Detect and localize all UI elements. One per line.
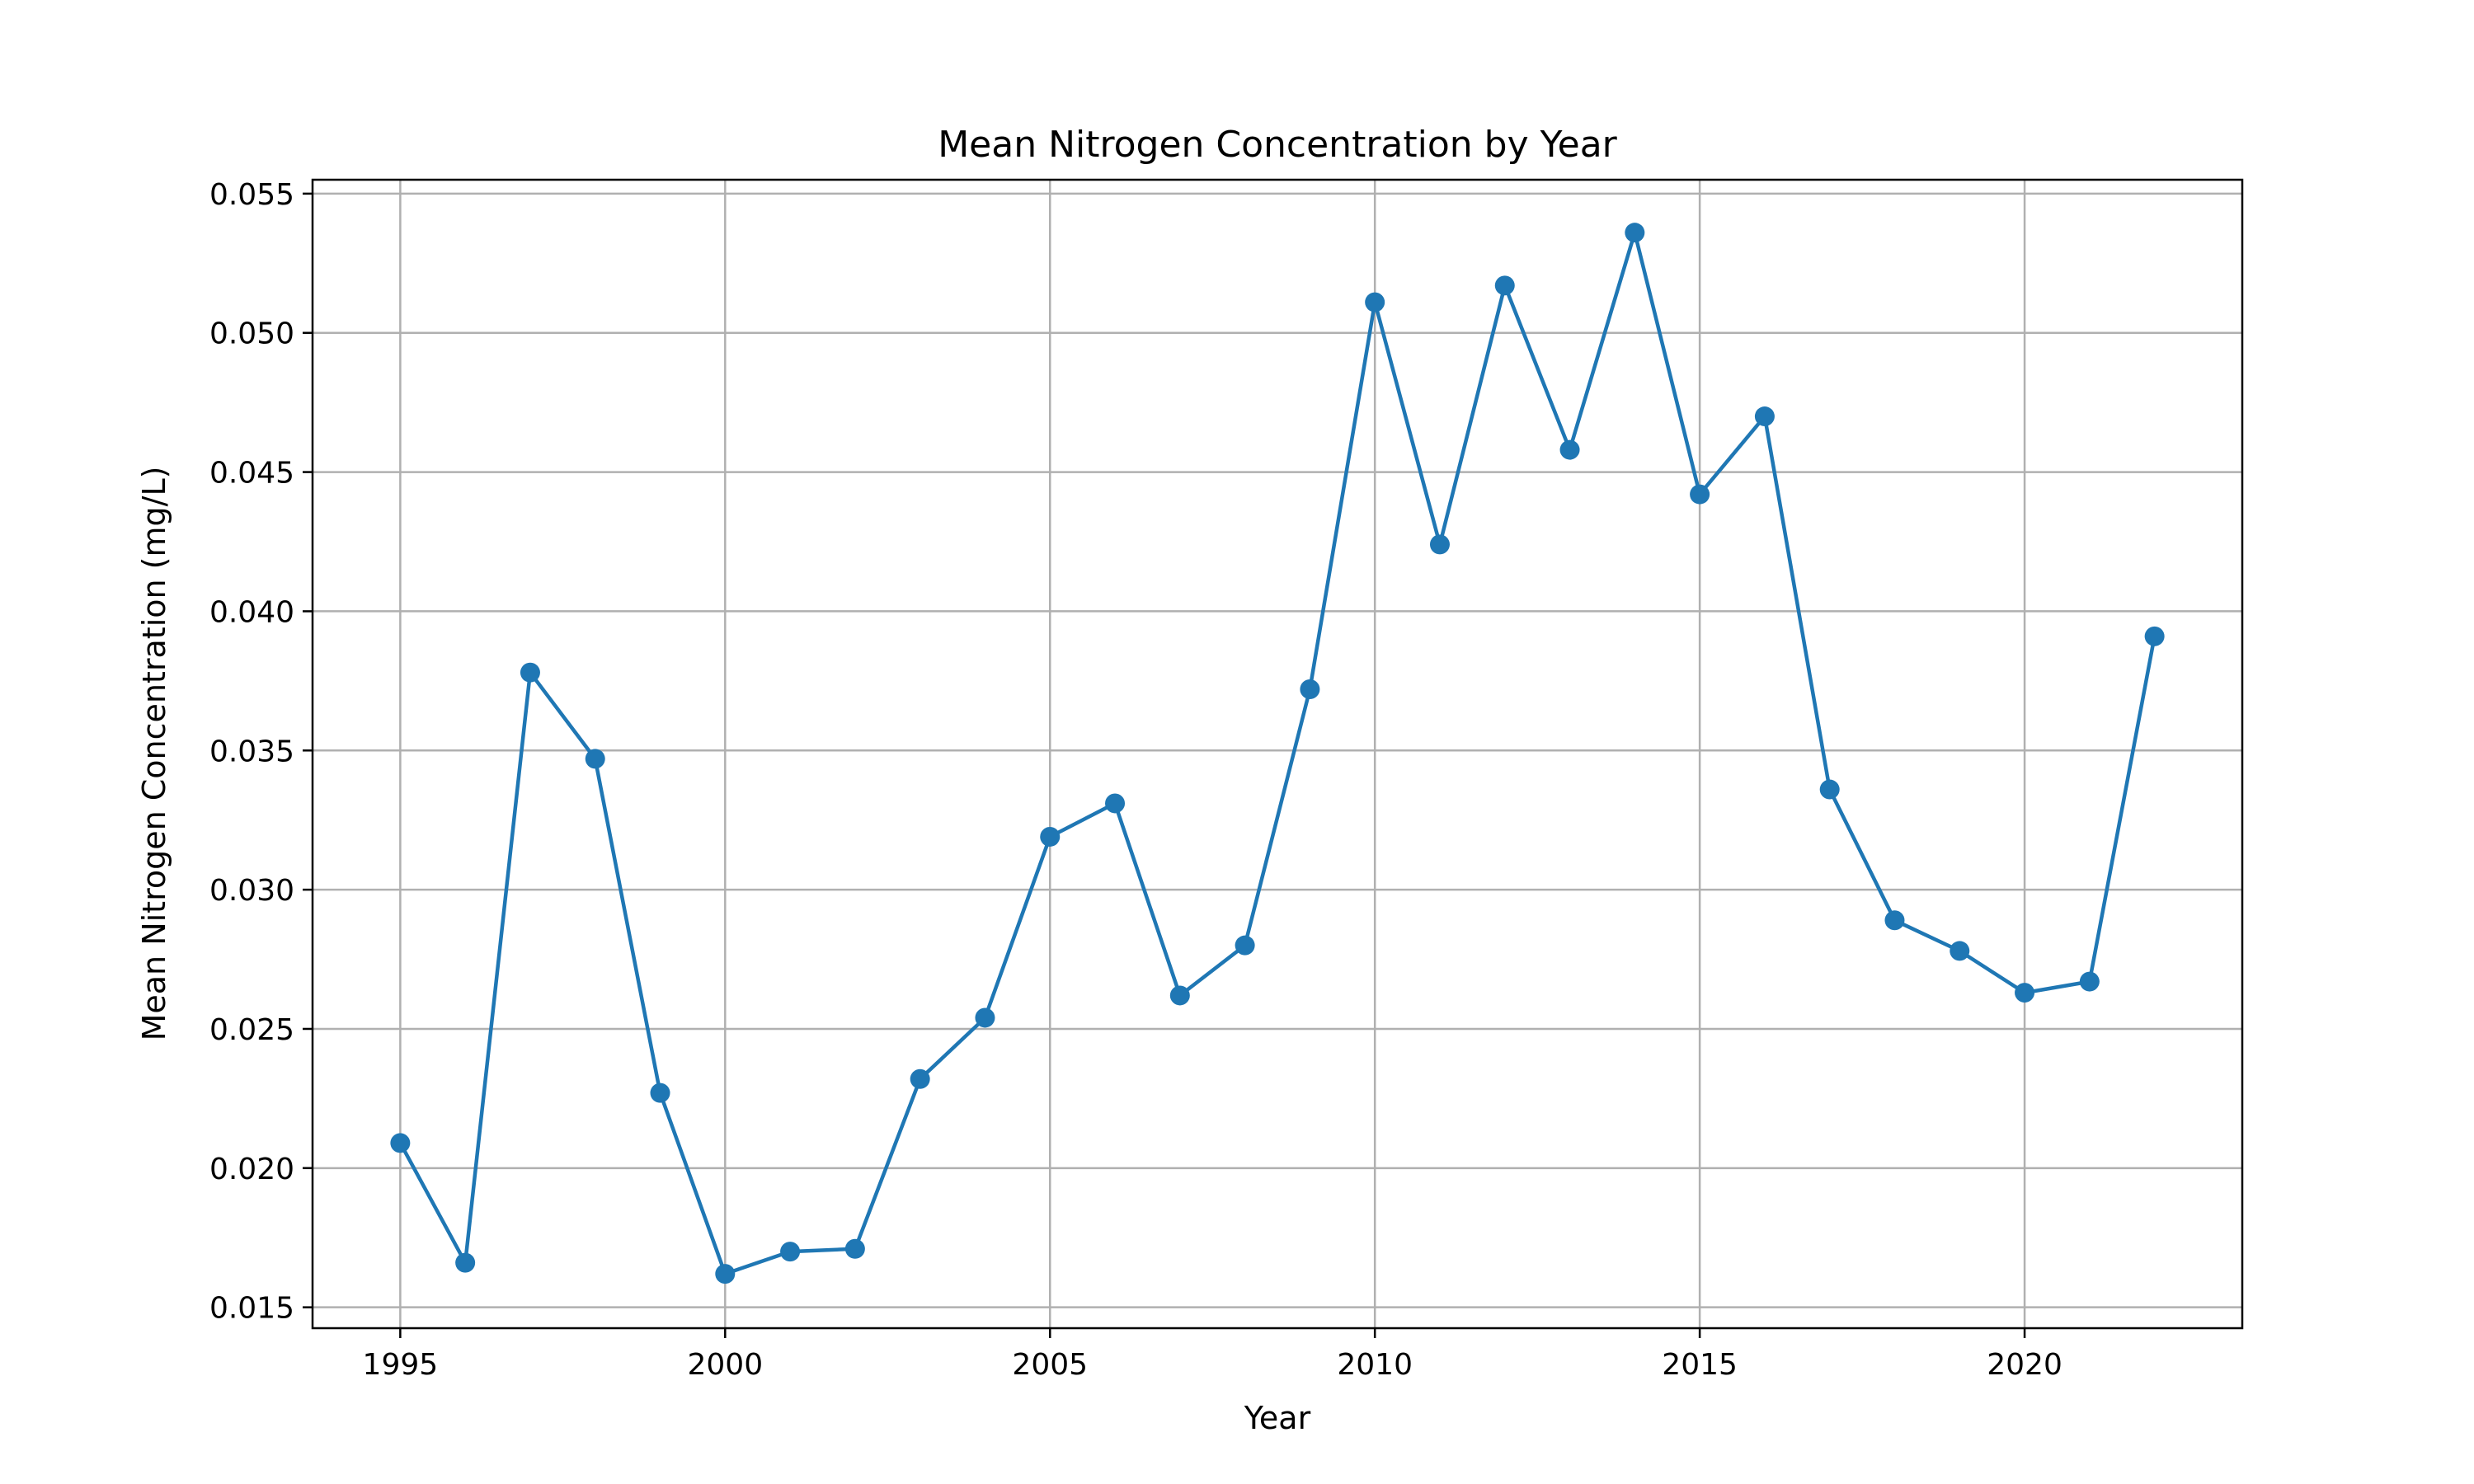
plot-frame: [311, 178, 2244, 1330]
x-tick-label: 2000: [687, 1348, 763, 1382]
data-point: [1494, 275, 1515, 296]
data-point: [2144, 626, 2165, 646]
data-point: [390, 1133, 411, 1153]
y-tick-label: 0.020: [209, 1153, 294, 1186]
data-point: [1754, 406, 1775, 427]
data-point: [520, 662, 540, 683]
x-axis-label: Year: [1244, 1400, 1311, 1436]
data-point: [1950, 941, 1970, 961]
data-point: [2079, 971, 2100, 992]
data-point: [780, 1242, 801, 1262]
y-tick-label: 0.035: [209, 735, 294, 768]
data-point: [1884, 910, 1905, 931]
series-layer: [390, 223, 2165, 1284]
x-tick-label: 2015: [1662, 1348, 1738, 1382]
chart-title: Mean Nitrogen Concentration by Year: [938, 124, 1617, 166]
data-point: [1105, 793, 1126, 814]
x-tick-label: 2010: [1337, 1348, 1413, 1382]
data-point: [1040, 826, 1061, 847]
data-point: [1169, 985, 1190, 1006]
data-point: [585, 749, 605, 769]
data-point: [1559, 439, 1580, 460]
grid: [313, 180, 2242, 1328]
y-tick-label: 0.050: [209, 317, 294, 351]
data-point: [455, 1252, 476, 1273]
y-axis-label: Mean Nitrogen Concentration (mg/L): [136, 467, 172, 1041]
y-tick-label: 0.040: [209, 595, 294, 629]
data-point: [1819, 779, 1840, 800]
data-point: [844, 1238, 865, 1259]
x-tick-label: 1995: [363, 1348, 439, 1382]
data-point: [2015, 983, 2035, 1003]
series-line: [398, 230, 2157, 1276]
y-tick-label: 0.025: [209, 1013, 294, 1047]
data-point: [1235, 935, 1255, 956]
data-point: [1365, 292, 1385, 312]
data-point: [715, 1264, 736, 1284]
data-point: [1690, 484, 1710, 505]
data-point: [975, 1007, 995, 1028]
data-point: [1625, 223, 1645, 243]
axis-ticks: 1995 2000 2005 2010 2015 2020 0.015 0.020 0.025 0…: [209, 178, 2062, 1382]
y-tick-label: 0.055: [209, 178, 294, 212]
data-point: [650, 1082, 670, 1103]
data-point: [1429, 534, 1450, 555]
y-tick-label: 0.015: [209, 1292, 294, 1326]
y-tick-label: 0.045: [209, 457, 294, 491]
data-point: [1300, 679, 1320, 699]
x-tick-label: 2005: [1012, 1348, 1088, 1382]
x-tick-label: 2020: [1987, 1348, 2062, 1382]
data-point: [910, 1068, 930, 1089]
y-tick-label: 0.030: [209, 874, 294, 908]
